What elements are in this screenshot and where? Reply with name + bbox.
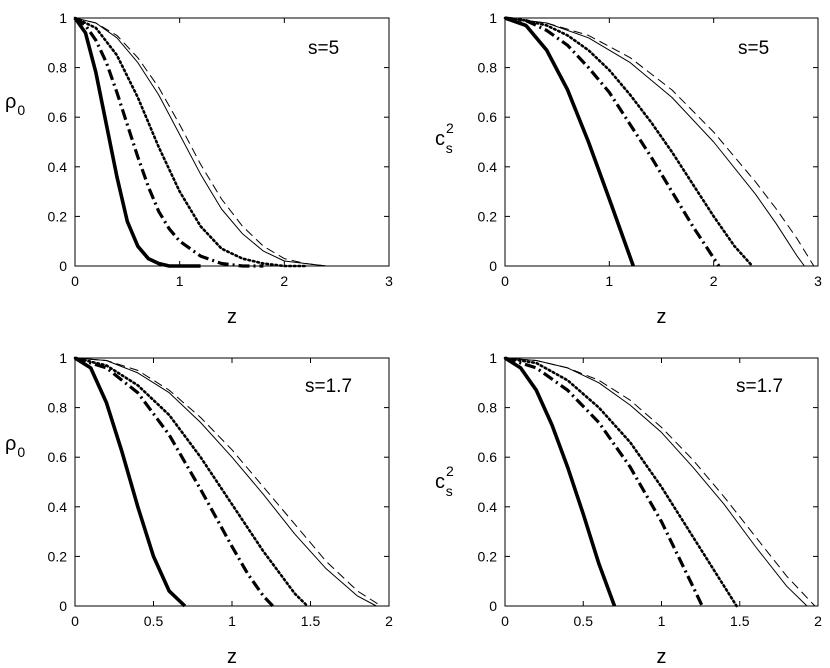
panel-annotation: s=1.7 [305, 376, 352, 397]
y-tick-label: 0.4 [48, 159, 68, 175]
series-line-thin-solid [504, 357, 808, 607]
y-tick-label: 0 [59, 598, 67, 614]
x-tick-label: 1 [176, 273, 184, 289]
chart-panel-4: 0 0.5 1 1.5 2 0 0.2 0.4 0.6 0.8 1 z c2 s s=1.7 [435, 350, 822, 668]
series-line-dash-dot [74, 16, 264, 268]
x-tick-label: 3 [385, 273, 393, 289]
y-tick-label: 0 [59, 258, 67, 274]
series-line-dotted [503, 16, 754, 268]
y-tick-label: 0.6 [48, 449, 68, 465]
x-tick-label: 2 [385, 613, 393, 629]
series-line-dotted [73, 356, 309, 608]
y-tick-label: 1 [489, 10, 497, 26]
panel-annotation: s=5 [738, 38, 769, 59]
chart-panel-2: 0 1 2 3 0 0.2 0.4 0.6 0.8 1 z c2 s s=5 [435, 10, 822, 328]
y-axis-label: c2 s [435, 463, 454, 499]
y-tick-label: 0.2 [478, 548, 498, 564]
panel-annotation: s=1.7 [736, 376, 783, 397]
y-tick-label: 1 [489, 350, 497, 366]
plot-frame [504, 17, 819, 267]
y-tick-label: 0.8 [48, 60, 68, 76]
y-tick-label: 0.2 [48, 548, 68, 564]
x-tick-label: 0 [501, 613, 509, 629]
series-line-dashed [74, 357, 382, 607]
y-tick-label: 0.2 [478, 208, 498, 224]
y-tick-label: 1 [59, 10, 67, 26]
y-tick-label: 0.6 [48, 109, 68, 125]
y-tick-label: 0.4 [48, 499, 68, 515]
series-line-thick-solid [504, 16, 635, 267]
panel-annotation: s=5 [308, 38, 339, 59]
x-axis-label: z [657, 306, 667, 328]
y-tick-label: 0.8 [478, 60, 498, 76]
chart-panel-3: 0 0.5 1 1.5 2 0 0.2 0.4 0.6 0.8 1 z ρ0 s=1.7 [5, 350, 393, 668]
x-tick-label: 3 [814, 273, 822, 289]
y-tick-label: 0 [489, 258, 497, 274]
y-tick-label: 0.4 [478, 159, 498, 175]
series-line-dashed [74, 17, 369, 267]
series-line-thick-solid [504, 356, 617, 607]
y-tick-label: 0.8 [478, 400, 498, 416]
chart-panel-1: 0 1 2 3 0 0.2 0.4 0.6 0.8 1 z ρ0 s=5 [5, 10, 393, 328]
series-line-thin-solid [504, 17, 805, 267]
series-line-dotted [503, 356, 738, 608]
y-tick-label: 1 [59, 350, 67, 366]
y-tick-label: 0.6 [478, 449, 498, 465]
series-line-dash-dot [504, 356, 704, 607]
series-line-dash-dot [504, 16, 721, 267]
y-axis-label: ρ0 [5, 433, 25, 460]
plot-frame [74, 17, 390, 267]
x-tick-label: 1 [605, 273, 613, 289]
y-tick-label: 0.6 [478, 109, 498, 125]
x-tick-label: 0 [501, 273, 509, 289]
x-axis-label: z [227, 306, 237, 328]
x-axis-label: z [227, 646, 237, 668]
x-tick-label: 2 [710, 273, 718, 289]
x-tick-label: 0 [71, 273, 79, 289]
y-tick-label: 0.2 [48, 208, 68, 224]
series-line-dash-dot [74, 356, 274, 608]
series-line-thin-solid [74, 357, 377, 607]
x-tick-label: 1 [658, 613, 666, 629]
series-line-dashed [504, 17, 815, 267]
x-tick-label: 1 [228, 613, 236, 629]
series-line-thick-solid [74, 356, 187, 608]
x-tick-label: 0.5 [144, 613, 164, 629]
x-tick-label: 1.5 [730, 613, 750, 629]
series-line-dashed [504, 357, 816, 607]
x-axis-label: z [657, 646, 667, 668]
x-tick-label: 1.5 [301, 613, 321, 629]
y-tick-label: 0.4 [478, 499, 498, 515]
x-tick-label: 0.5 [574, 613, 594, 629]
y-tick-label: 0 [489, 598, 497, 614]
series-line-thick-solid [73, 16, 201, 268]
x-tick-label: 0 [71, 613, 79, 629]
series-line-dotted [73, 16, 307, 268]
y-axis-label: c2 s [435, 120, 454, 156]
x-tick-label: 2 [814, 613, 822, 629]
y-tick-label: 0.8 [48, 400, 68, 416]
x-tick-label: 2 [280, 273, 288, 289]
y-axis-label: ρ0 [5, 91, 25, 118]
